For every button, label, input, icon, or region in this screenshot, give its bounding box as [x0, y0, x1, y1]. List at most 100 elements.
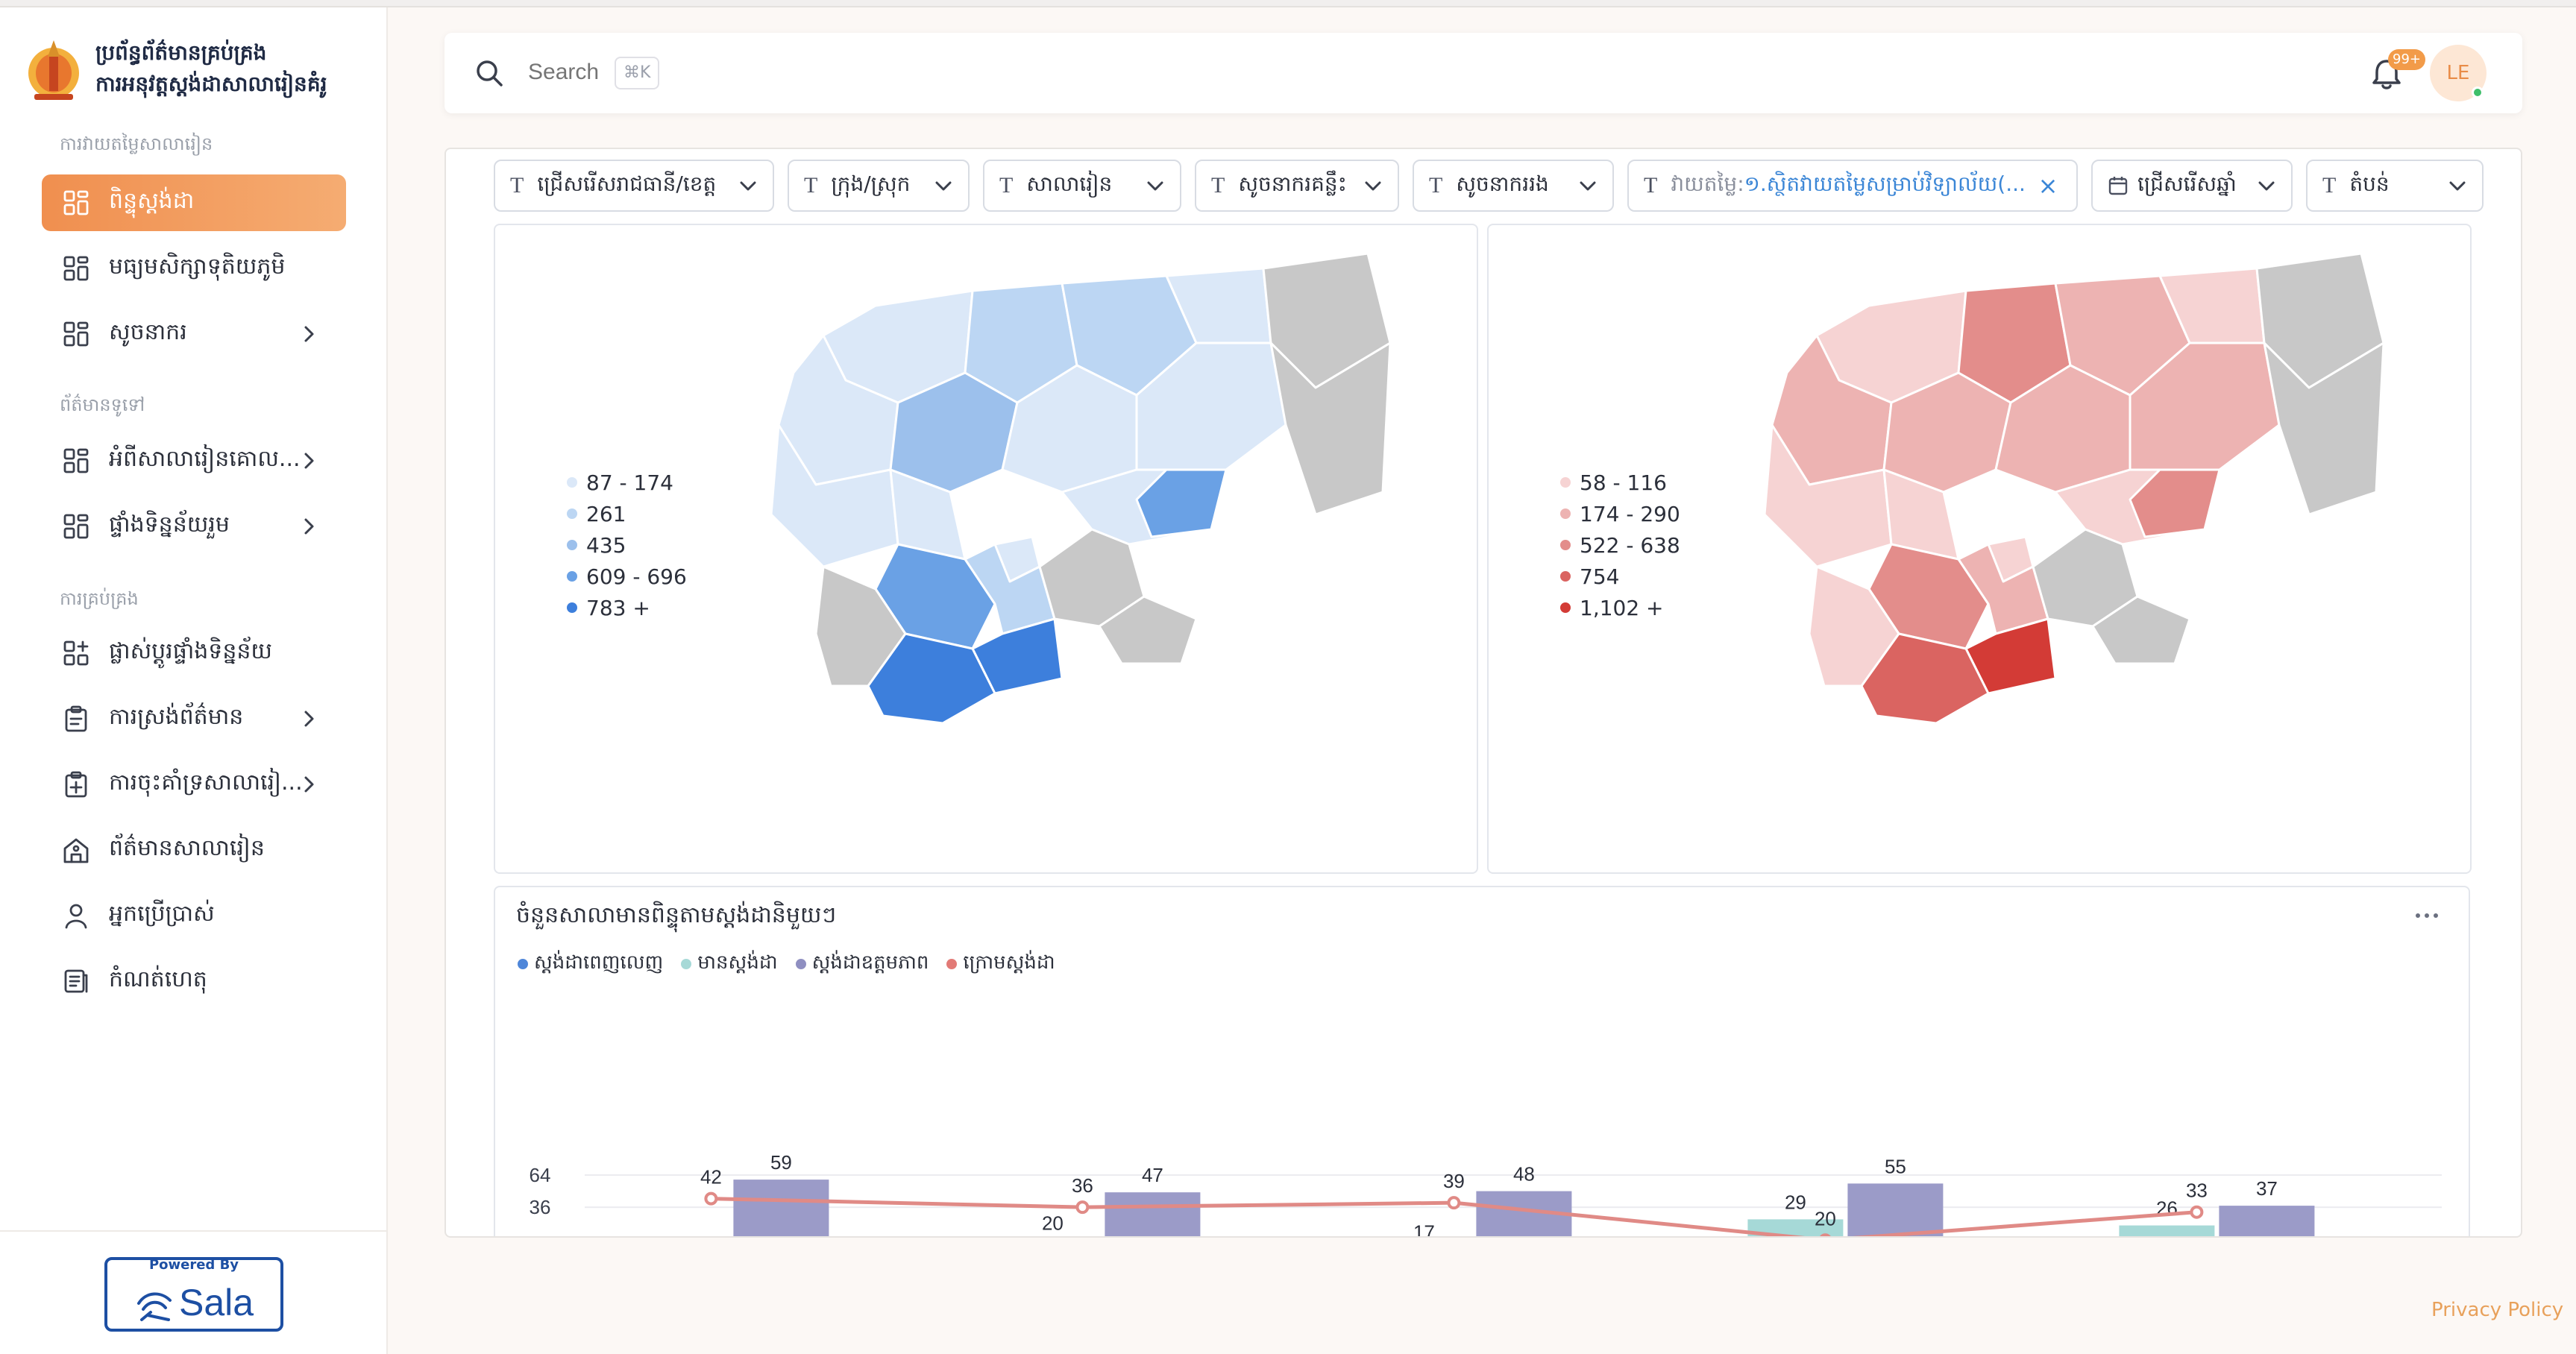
line-point — [2190, 1205, 2204, 1219]
legend-swatch — [567, 540, 577, 550]
text-type-icon: T — [1211, 173, 1225, 198]
line-point — [1075, 1200, 1090, 1215]
sidebar-item-4[interactable]: អំពីសាលារៀនគោល... — [42, 432, 346, 489]
cambodia-map-blue[interactable] — [749, 246, 1390, 783]
legend-swatch — [1560, 477, 1571, 488]
map-card-right: 58 - 116 174 - 290 522 - 638 754 1,102 + — [1487, 224, 2472, 874]
chart-legend: ស្តង់ដាពេញលេញ មានស្តង់ដា ស្តង់ដាឧត្តមភាព ក្… — [518, 950, 1073, 978]
line-value-label: 33 — [2186, 1180, 2208, 1202]
map-left-legend-item: 435 — [567, 529, 687, 561]
legend-swatch — [567, 571, 577, 582]
legend-swatch — [1560, 602, 1571, 613]
map-left-legend-item: 261 — [567, 498, 687, 529]
line-value-label: 36 — [1072, 1174, 1093, 1197]
legend-swatch — [946, 959, 958, 969]
province-svay-rieng — [1098, 595, 1198, 665]
province-tbong-khmum — [2129, 468, 2221, 538]
dashboard-icon — [63, 321, 89, 347]
map-left-legend-item: 783 + — [567, 592, 687, 623]
line-point — [1447, 1196, 1461, 1210]
dashboard-icon — [63, 448, 89, 473]
dashboard-icon — [63, 190, 89, 215]
calendar-icon — [2108, 177, 2128, 195]
sidebar-item-label: ព័ត៌មានសាលារៀន — [109, 835, 265, 861]
chevron-down-icon — [2449, 181, 2466, 191]
line-value-label: 20 — [1815, 1207, 1836, 1229]
sidebar-item-9[interactable]: ព័ត៌មានសាលារៀន — [42, 822, 346, 878]
sidebar-item-5[interactable]: ផ្ទាំងទិន្នន័យរួម — [42, 498, 346, 555]
line-point — [1820, 1233, 1831, 1236]
sidebar-item-1[interactable]: ពិន្ទុស្តង់ដា — [42, 174, 346, 231]
sala-mark-icon — [137, 1292, 172, 1321]
filter-select-1[interactable]: T ជ្រើសរើសរាជធានី/ខេត្ត — [494, 160, 774, 212]
line-value-label: 42 — [700, 1166, 722, 1188]
sidebar-item-8[interactable]: ការចុះគាំទ្រសាលារៀ... — [42, 756, 346, 813]
sidebar-item-6[interactable]: ផ្លាស់ប្តូរផ្ទាំងទិន្នន័យ — [42, 625, 346, 681]
window-top-border — [0, 0, 2576, 7]
sidebar-item-label: ការស្រង់ព័ត៌មាន — [109, 704, 244, 730]
filter-label: សាលារៀន — [1026, 171, 1113, 196]
map-legend-right: 58 - 116 174 - 290 522 - 638 754 1,102 + — [1560, 467, 1680, 623]
chart-legend-item[interactable]: ស្តង់ដាពេញលេញ — [518, 950, 663, 978]
bar-value-label: 55 — [1885, 1155, 1906, 1177]
chevron-down-icon — [2258, 181, 2275, 191]
ministry-logo-icon — [28, 40, 79, 100]
cambodia-map-red[interactable] — [1742, 246, 2384, 783]
filter-prefix: វាយតម្លៃ: — [1671, 171, 1744, 196]
app-title-line1: ប្រព័ន្ធព័ត៌មានគ្រប់គ្រង — [95, 40, 267, 65]
map-right-legend-item: 58 - 116 — [1560, 467, 1680, 498]
filter-select-8[interactable]: T តំបន់ — [2306, 160, 2484, 212]
standard-score-chart-card: ចំនួនសាលាមានពិន្ទុតាមស្តង់ដានិមួយៗ ស្តង់… — [494, 886, 2470, 1236]
search-icon[interactable] — [474, 58, 504, 88]
sidebar-item-2[interactable]: មធ្យមសិក្សាទុតិយភូមិ — [42, 240, 346, 297]
more-options-icon[interactable] — [2412, 908, 2442, 923]
user-icon — [65, 904, 87, 929]
section-label-management: ការគ្រប់គ្រង — [60, 588, 139, 609]
chart-legend-item[interactable]: ស្តង់ដាឧត្តមភាព — [795, 950, 929, 978]
province-kampot — [867, 632, 996, 725]
sidebar-item-3[interactable]: សូចនាករ — [42, 306, 346, 362]
legend-swatch — [1560, 508, 1571, 519]
sidebar-divider — [0, 1230, 388, 1232]
legend-swatch — [567, 508, 577, 519]
clear-filter-icon[interactable]: × — [2038, 171, 2058, 200]
chart-legend-item[interactable]: ក្រោមស្តង់ដា — [946, 950, 1055, 978]
bar-value-label: 48 — [1513, 1163, 1535, 1185]
filter-select-3[interactable]: T សាលារៀន — [983, 160, 1181, 212]
powered-by-sala-logo[interactable]: Powered By Sala — [104, 1257, 283, 1332]
text-type-icon: T — [510, 173, 524, 198]
sidebar-item-11[interactable]: កំណត់ហេតុ — [42, 953, 346, 1010]
search-input[interactable] — [528, 54, 752, 91]
text-type-icon: T — [999, 173, 1014, 198]
chevron-right-icon — [304, 453, 314, 469]
filter-select-5[interactable]: T សូចនាកររង — [1413, 160, 1614, 212]
filter-label: ក្រុង/ស្រុក — [831, 171, 911, 196]
privacy-policy-link[interactable]: Privacy Policy — [2431, 1299, 2564, 1321]
filter-select-6[interactable]: T វាយតម្លៃ: ១.ស្ថិតវាយតម្លៃសម្រាប់វិទ្យាល័… — [1627, 160, 2078, 212]
filter-select-2[interactable]: T ក្រុង/ស្រុក — [788, 160, 970, 212]
legend-label: 609 - 696 — [586, 564, 687, 589]
filter-label: ១.ស្ថិតវាយតម្លៃសម្រាប់វិទ្យាល័យ(... — [1744, 171, 2026, 196]
filter-select-4[interactable]: T សូចនាករគន្លឹះ — [1195, 160, 1399, 212]
text-type-icon: T — [1644, 173, 1658, 198]
user-avatar[interactable]: LE — [2430, 45, 2487, 101]
legend-swatch — [567, 477, 577, 488]
chart-legend-item[interactable]: មានស្តង់ដា — [681, 950, 778, 978]
sala-brand-text: Sala — [179, 1282, 254, 1323]
search-shortcut-hint: ⌘K — [615, 57, 660, 89]
sidebar-item-10[interactable]: អ្នកប្រើប្រាស់ — [42, 887, 346, 944]
legend-label: 754 — [1580, 564, 1620, 589]
sidebar-item-7[interactable]: ការស្រង់ព័ត៌មាន — [42, 690, 346, 747]
legend-label: ស្តង់ដាឧត្តមភាព — [811, 951, 929, 974]
powered-by-label: Powered By — [148, 1257, 239, 1273]
chevron-right-icon — [304, 518, 314, 535]
bar — [2119, 1225, 2215, 1236]
section-label-general: ព័ត៌មានទូទៅ — [60, 394, 145, 415]
line-point — [704, 1191, 718, 1206]
legend-label: 1,102 + — [1580, 595, 1664, 620]
year-select[interactable]: ជ្រើសរើសឆ្នាំ — [2091, 160, 2293, 212]
sidebar-item-label: ពិន្ទុស្តង់ដា — [109, 188, 195, 214]
bar — [2219, 1206, 2315, 1236]
dashboard-edit-icon — [63, 640, 89, 666]
clipboard-icon — [65, 705, 87, 732]
